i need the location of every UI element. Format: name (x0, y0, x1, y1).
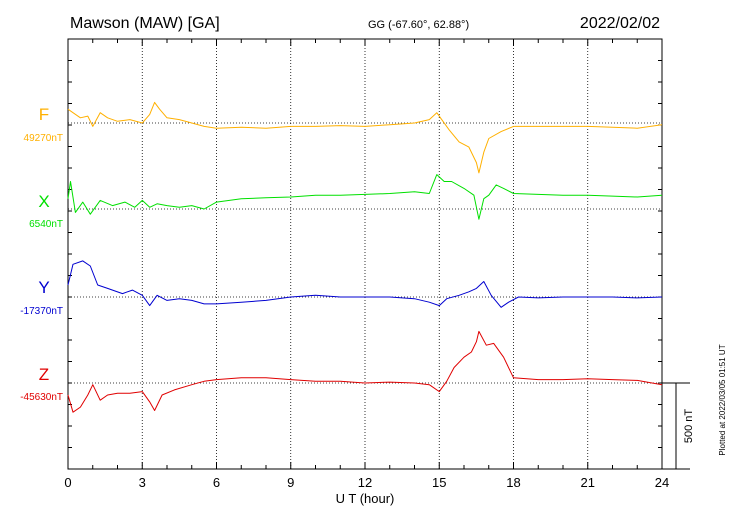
series-label-x: X (38, 192, 49, 211)
date-label: 2022/02/02 (580, 15, 660, 32)
x-tick-label: 24 (655, 475, 669, 490)
coordinates-label: GG (-67.60°, 62.88°) (368, 19, 469, 31)
x-tick-label: 9 (287, 475, 294, 490)
series-group: F 49270nT X 6540nT Y -17370nT Z -45630nT (20, 101, 663, 413)
x-tick-label: 0 (64, 475, 71, 490)
x-tick-label: 15 (432, 475, 446, 490)
series-label-y: Y (38, 278, 49, 297)
x-tick-label: 12 (358, 475, 372, 490)
baseline-value-z: -45630nT (20, 392, 63, 403)
x-tick-label: 21 (581, 475, 595, 490)
scale-bar-label: 500 nT (683, 409, 695, 444)
station-title: Mawson (MAW) [GA] (70, 15, 220, 32)
x-axis-label: U T (hour) (336, 491, 395, 506)
x-tick-label: 6 (213, 475, 220, 490)
baseline-value-x: 6540nT (29, 219, 63, 230)
series-line-x (67, 174, 663, 220)
scale-bar: 500 nT (662, 382, 695, 470)
series-label-z: Z (39, 365, 49, 384)
x-tick-labels: 0 3 6 9 12 15 18 21 24 (64, 475, 669, 490)
series-label-f: F (39, 105, 49, 124)
baseline-value-f: 49270nT (24, 133, 63, 144)
plotted-at-label: Plotted at 2022/03/05 01:51 UT (718, 344, 727, 455)
x-tick-label: 3 (139, 475, 146, 490)
series-line-z (67, 330, 663, 413)
grid-lines (141, 39, 589, 469)
x-tick-label: 18 (506, 475, 520, 490)
series-line-f (67, 101, 663, 174)
series-line-y (67, 260, 663, 308)
baseline-value-y: -17370nT (20, 306, 63, 317)
